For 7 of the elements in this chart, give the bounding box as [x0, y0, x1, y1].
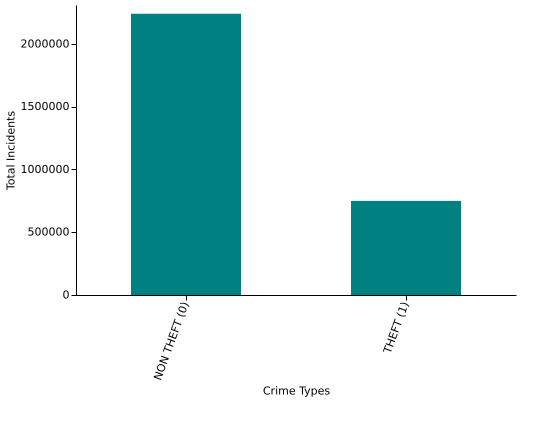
y-axis-title: Total Incidents	[4, 110, 18, 192]
x-axis-title: Crime Types	[262, 384, 330, 398]
y-tick-label: 1500000	[20, 100, 70, 114]
y-tick-label: 0	[62, 288, 70, 302]
y-tick-label: 2000000	[20, 37, 70, 50]
y-tick-label: 500000	[28, 226, 70, 239]
y-tick-label: 1000000	[20, 162, 70, 176]
